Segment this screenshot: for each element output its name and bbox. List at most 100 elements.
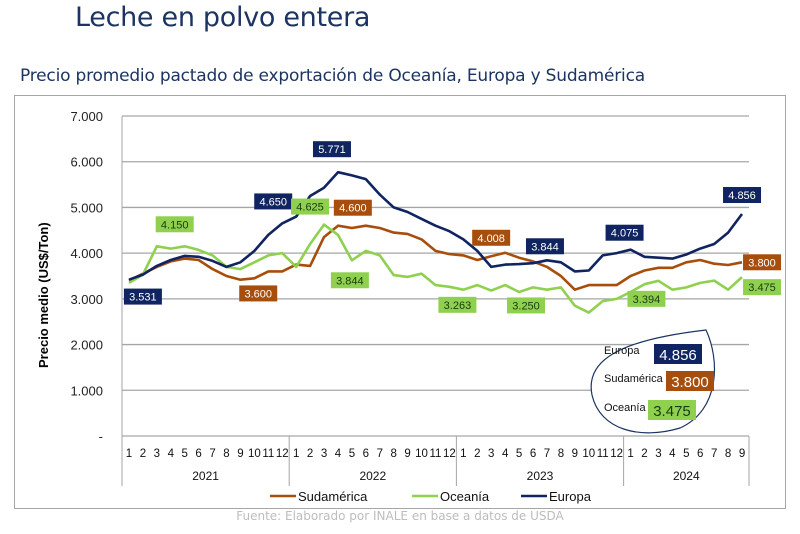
x-tick-label: 6 <box>195 448 201 460</box>
x-tick-label: 8 <box>223 448 229 460</box>
x-tick-label: 3 <box>321 448 327 460</box>
data-label-box <box>743 279 782 296</box>
x-tick-label: 4 <box>168 448 175 460</box>
x-tick-label: 5 <box>181 448 187 460</box>
data-label: 4.600 <box>339 203 367 215</box>
callout-value-box <box>648 400 696 420</box>
x-tick-label: 2 <box>307 448 313 460</box>
x-tick-label: 4 <box>335 448 342 460</box>
x-tick-label: 2 <box>140 448 146 460</box>
series-line-sudamrica <box>128 224 743 292</box>
x-tick-label: 1 <box>293 448 299 460</box>
x-tick-label: 1 <box>126 448 132 460</box>
callout-label: Europa <box>604 345 640 357</box>
data-label: 3.800 <box>748 257 776 269</box>
data-label: 3.263 <box>444 300 472 312</box>
x-tick-label: 2 <box>641 448 647 460</box>
year-label: 2023 <box>527 469 554 483</box>
data-label-box <box>239 285 278 302</box>
series-line-oceana <box>128 223 743 314</box>
page-title: Leche en polvo entera <box>75 2 371 33</box>
x-tick-label: 11 <box>430 448 442 460</box>
year-label: 2021 <box>192 469 219 483</box>
y-axis-label: Precio medio (US$/Ton) <box>36 222 51 368</box>
data-labels: 3.531 4.650 5.771 3.844 4.075 4.856 4.150 4.625… <box>123 141 782 314</box>
data-label-box <box>291 198 330 215</box>
data-label-box <box>507 297 546 314</box>
y-tick-label: 3.000 <box>70 292 103 307</box>
data-label: 4.150 <box>161 219 189 231</box>
x-tick-label: 9 <box>739 448 745 460</box>
x-tick-label: 6 <box>530 448 536 460</box>
x-tick-label: 6 <box>363 448 369 460</box>
data-label-box <box>312 141 351 158</box>
x-tick-label: 10 <box>582 448 595 460</box>
x-tick-label: 2 <box>474 448 480 460</box>
data-label: 3.394 <box>633 294 661 306</box>
x-tick-label: 11 <box>262 448 274 460</box>
data-label: 3.600 <box>244 288 272 300</box>
x-tick-label: 5 <box>516 448 522 460</box>
callout-value-box <box>666 371 714 391</box>
series-lines <box>128 170 744 314</box>
y-tick-label: 2.000 <box>70 338 103 353</box>
x-tick-label: 1 <box>460 448 466 460</box>
data-label-box <box>333 199 372 216</box>
x-tick-label: 1 <box>627 448 633 460</box>
callout-label: Sudamérica <box>604 373 664 385</box>
y-tick-label: 4.000 <box>70 246 103 261</box>
source-note: Fuente: Elaborado por INALE en base a da… <box>236 509 564 523</box>
x-tick-label: 12 <box>276 448 289 460</box>
data-label: 3.844 <box>531 241 559 253</box>
legend-label: Oceanía <box>440 489 490 504</box>
data-label: 3.531 <box>129 292 157 304</box>
x-tick-label: 10 <box>248 448 261 460</box>
data-label: 3.250 <box>512 300 540 312</box>
x-tick-label: 3 <box>655 448 661 460</box>
x-tick-label: 7 <box>209 448 215 460</box>
callout-value: 3.475 <box>653 403 691 420</box>
y-tick-label: 1.000 <box>70 383 103 398</box>
data-label-box <box>525 238 564 255</box>
x-tick-label: 8 <box>390 448 396 460</box>
x-tick-label: 6 <box>697 448 703 460</box>
x-tick-label: 9 <box>237 448 243 460</box>
y-axis-ticks: - 1.000 2.000 3.000 4.000 5.000 6.000 7.000 <box>70 109 103 444</box>
x-tick-label: 12 <box>610 448 623 460</box>
y-tick-label: - <box>99 429 103 444</box>
x-tick-label: 8 <box>558 448 564 460</box>
x-tick-label: 3 <box>488 448 494 460</box>
callout-value: 3.800 <box>671 374 709 391</box>
data-label-box <box>123 288 162 305</box>
legend: Sudamérica Oceanía Europa <box>270 489 592 504</box>
legend-label: Sudamérica <box>298 489 368 504</box>
chart-frame <box>14 95 786 509</box>
data-label: 4.008 <box>477 233 505 245</box>
data-label-box <box>723 187 762 204</box>
x-tick-label: 5 <box>349 448 355 460</box>
x-tick-label: 9 <box>572 448 578 460</box>
y-tick-label: 7.000 <box>70 109 103 124</box>
year-label: 2022 <box>359 469 386 483</box>
x-tick-label: 7 <box>377 448 383 460</box>
x-tick-label: 8 <box>725 448 731 460</box>
data-label: 3.475 <box>748 282 776 294</box>
y-tick-label: 6.000 <box>70 155 103 170</box>
data-label-box <box>627 290 666 307</box>
data-label-box <box>155 216 194 233</box>
callout-value: 4.856 <box>659 347 697 364</box>
x-tick-label: 12 <box>443 448 456 460</box>
data-label-box <box>438 296 477 313</box>
callout-label: Oceanía <box>604 402 646 414</box>
x-tick-label: 7 <box>544 448 550 460</box>
data-label-box <box>472 229 511 246</box>
x-tick-label: 3 <box>154 448 160 460</box>
x-tick-label: 7 <box>711 448 717 460</box>
data-label-box <box>330 272 369 289</box>
x-tick-label: 9 <box>404 448 410 460</box>
chart-subtitle: Precio promedio pactado de exportación d… <box>20 66 645 86</box>
x-tick-label: 4 <box>502 448 509 460</box>
latest-values-callout: Europa 4.856 Sudamérica 3.800 Oceanía 3.475 <box>590 329 715 434</box>
data-label-box <box>254 193 293 210</box>
